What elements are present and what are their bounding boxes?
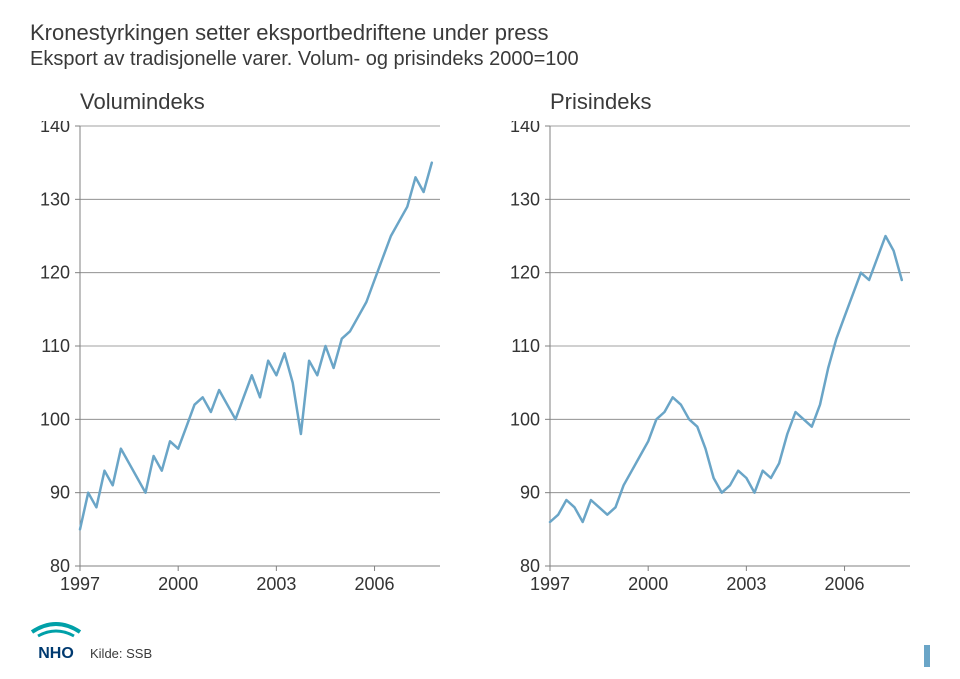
svg-text:2000: 2000	[158, 574, 198, 594]
svg-text:100: 100	[40, 409, 70, 429]
chart-block-volumindeks: Volumindeks 80 90 100 110 120 130 140 1997 2000 2…	[30, 89, 460, 601]
chart-title-volumindeks: Volumindeks	[30, 89, 460, 115]
series-line	[550, 236, 902, 522]
svg-text:140: 140	[40, 121, 70, 136]
page-root: Kronestyrkingen setter eksportbedriftene…	[0, 0, 960, 679]
chart-svg-prisindeks: 80 90 100 110 120 130 140 1997 2000 2003 2006	[500, 121, 920, 601]
source-label: Kilde: SSB	[90, 646, 152, 661]
svg-text:2006: 2006	[355, 574, 395, 594]
page-subtitle: Eksport av tradisjonelle varer. Volum- o…	[30, 48, 930, 71]
svg-text:100: 100	[510, 409, 540, 429]
svg-text:2003: 2003	[256, 574, 296, 594]
svg-text:120: 120	[40, 263, 70, 283]
svg-text:90: 90	[50, 483, 70, 503]
svg-text:2006: 2006	[825, 574, 865, 594]
svg-text:130: 130	[40, 189, 70, 209]
svg-text:1997: 1997	[530, 574, 570, 594]
svg-text:130: 130	[510, 189, 540, 209]
svg-text:2003: 2003	[726, 574, 766, 594]
svg-text:1997: 1997	[60, 574, 100, 594]
charts-row: Volumindeks 80 90 100 110 120 130 140 1997 2000 2…	[30, 89, 930, 601]
svg-text:80: 80	[520, 556, 540, 576]
svg-text:110: 110	[511, 336, 540, 356]
chart-svg-volumindeks: 80 90 100 110 120 130 140 1997 2000 2003 2006	[30, 121, 450, 601]
nho-logo: NHO	[28, 618, 84, 669]
logo-text: NHO	[38, 645, 74, 662]
svg-text:80: 80	[50, 556, 70, 576]
svg-text:2000: 2000	[628, 574, 668, 594]
svg-text:140: 140	[510, 121, 540, 136]
logo-swoosh2-icon	[38, 631, 74, 636]
chart-title-prisindeks: Prisindeks	[500, 89, 930, 115]
svg-text:110: 110	[41, 336, 70, 356]
accent-bar	[924, 645, 930, 667]
svg-text:120: 120	[510, 263, 540, 283]
chart-block-prisindeks: Prisindeks 80 90 100 110 120 130 140 1997 2000 20…	[500, 89, 930, 601]
svg-text:90: 90	[520, 483, 540, 503]
page-title: Kronestyrkingen setter eksportbedriftene…	[30, 20, 930, 46]
